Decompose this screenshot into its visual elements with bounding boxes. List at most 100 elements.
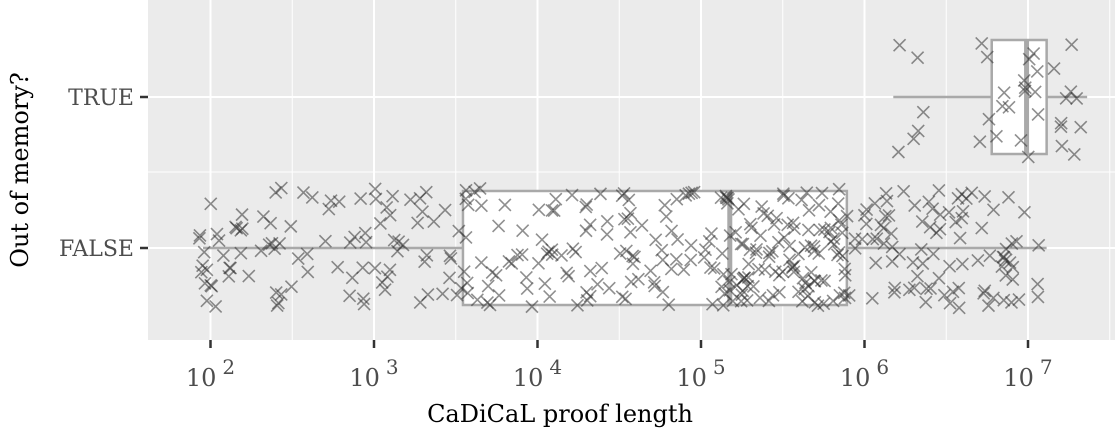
data-point: [736, 237, 750, 251]
data-point: [301, 265, 315, 279]
x-tick-label: 10 6: [840, 355, 889, 392]
data-point: [483, 298, 497, 312]
data-point: [827, 232, 841, 246]
data-point: [996, 250, 1010, 264]
data-point: [1004, 295, 1019, 310]
data-point: [704, 227, 719, 241]
data-point: [880, 194, 894, 208]
data-point: [761, 209, 775, 223]
data-point: [855, 232, 869, 246]
data-point: [1054, 120, 1068, 134]
data-point: [438, 203, 452, 217]
data-point: [532, 203, 546, 217]
data-point: [1006, 272, 1020, 287]
data-point: [436, 287, 450, 301]
data-point: [723, 283, 737, 297]
data-point: [274, 181, 288, 195]
data-point: [741, 270, 755, 284]
data-point: [907, 132, 921, 146]
data-point: [1017, 205, 1032, 219]
data-point: [787, 259, 801, 273]
data-point: [827, 237, 841, 251]
data-point: [762, 294, 776, 308]
x-tick-label: 10 2: [186, 355, 235, 392]
data-point: [209, 299, 223, 314]
data-point: [893, 38, 907, 52]
data-point: [579, 224, 593, 238]
data-point: [777, 189, 791, 203]
data-point: [916, 256, 930, 271]
data-point: [1028, 85, 1042, 99]
data-point: [570, 298, 585, 312]
data-point: [198, 276, 212, 290]
data-point: [684, 253, 698, 267]
data-point: [782, 253, 797, 267]
data-point: [1030, 64, 1044, 79]
data-point: [383, 263, 397, 277]
data-point: [983, 249, 997, 263]
data-point: [868, 196, 882, 211]
data-point: [1031, 277, 1045, 291]
data-point: [671, 232, 685, 246]
data-point: [796, 271, 810, 285]
data-point: [698, 243, 713, 257]
data-point: [216, 249, 230, 263]
data-point: [602, 281, 616, 295]
data-point: [1012, 292, 1026, 307]
data-point: [677, 263, 691, 277]
data-point: [343, 289, 357, 303]
data-point: [808, 295, 822, 309]
data-point: [212, 233, 226, 248]
data-point: [234, 246, 248, 260]
data-point: [223, 261, 238, 275]
data-point: [914, 242, 928, 257]
data-point: [520, 282, 534, 296]
y-axis-title: Out of memory?: [6, 72, 34, 267]
data-point: [902, 283, 916, 297]
data-point: [560, 266, 574, 280]
data-point: [1055, 139, 1069, 153]
data-point: [459, 183, 473, 197]
data-point: [502, 254, 516, 269]
data-point: [977, 286, 991, 300]
data-point: [859, 217, 873, 231]
data-point: [631, 272, 645, 286]
data-point: [583, 289, 597, 303]
data-point: [715, 246, 729, 261]
data-point: [751, 262, 766, 276]
data-point: [545, 203, 559, 218]
data-point: [541, 245, 556, 259]
data-point: [777, 230, 791, 245]
data-point: [781, 218, 795, 232]
data-point: [1031, 107, 1045, 121]
data-point: [885, 240, 899, 254]
data-point: [943, 296, 957, 310]
data-point: [738, 271, 752, 285]
data-point: [757, 206, 771, 220]
data-point: [418, 255, 432, 269]
data-point: [358, 226, 372, 240]
data-point: [1005, 237, 1019, 251]
data-point: [720, 196, 734, 210]
data-point: [273, 236, 287, 250]
data-point: [1018, 84, 1032, 98]
data-point: [953, 231, 967, 245]
data-point: [200, 294, 214, 308]
data-point: [331, 260, 345, 274]
data-point: [659, 209, 673, 224]
data-point: [735, 288, 749, 302]
data-point: [801, 223, 815, 237]
data-point: [442, 271, 457, 285]
data-point: [937, 288, 951, 302]
data-point: [975, 221, 989, 235]
data-point: [882, 208, 896, 222]
y-axis: FALSE TRUE: [59, 86, 148, 262]
data-point: [1064, 85, 1078, 99]
data-point: [838, 268, 852, 282]
data-point: [826, 294, 840, 308]
data-point: [322, 202, 336, 216]
data-point: [742, 257, 756, 271]
data-point: [813, 223, 827, 237]
data-point: [624, 275, 638, 289]
data-point: [703, 260, 718, 275]
